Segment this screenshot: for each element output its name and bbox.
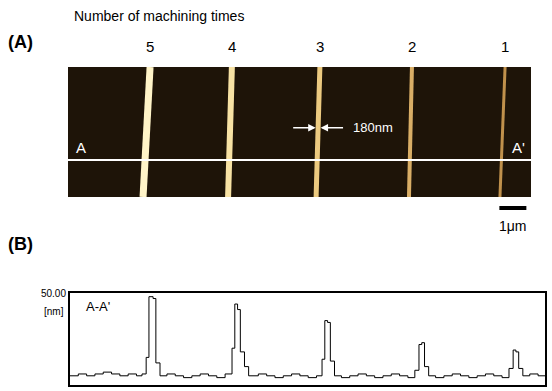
svg-text:50.00: 50.00 — [41, 288, 66, 299]
svg-text:2: 2 — [408, 38, 416, 55]
svg-text:5: 5 — [146, 38, 154, 55]
svg-text:A': A' — [512, 139, 525, 156]
svg-text:A-A': A-A' — [86, 299, 110, 314]
svg-text:180nm: 180nm — [353, 120, 393, 135]
svg-text:4: 4 — [228, 38, 236, 55]
svg-text:1μm: 1μm — [499, 218, 527, 234]
svg-text:1: 1 — [501, 38, 509, 55]
svg-text:A: A — [76, 139, 86, 156]
svg-text:3: 3 — [316, 38, 324, 55]
svg-text:(A): (A) — [8, 32, 33, 52]
svg-text:Number of machining times: Number of machining times — [74, 8, 244, 24]
svg-text:[nm]: [nm] — [44, 306, 64, 317]
svg-text:(B): (B) — [8, 234, 33, 254]
